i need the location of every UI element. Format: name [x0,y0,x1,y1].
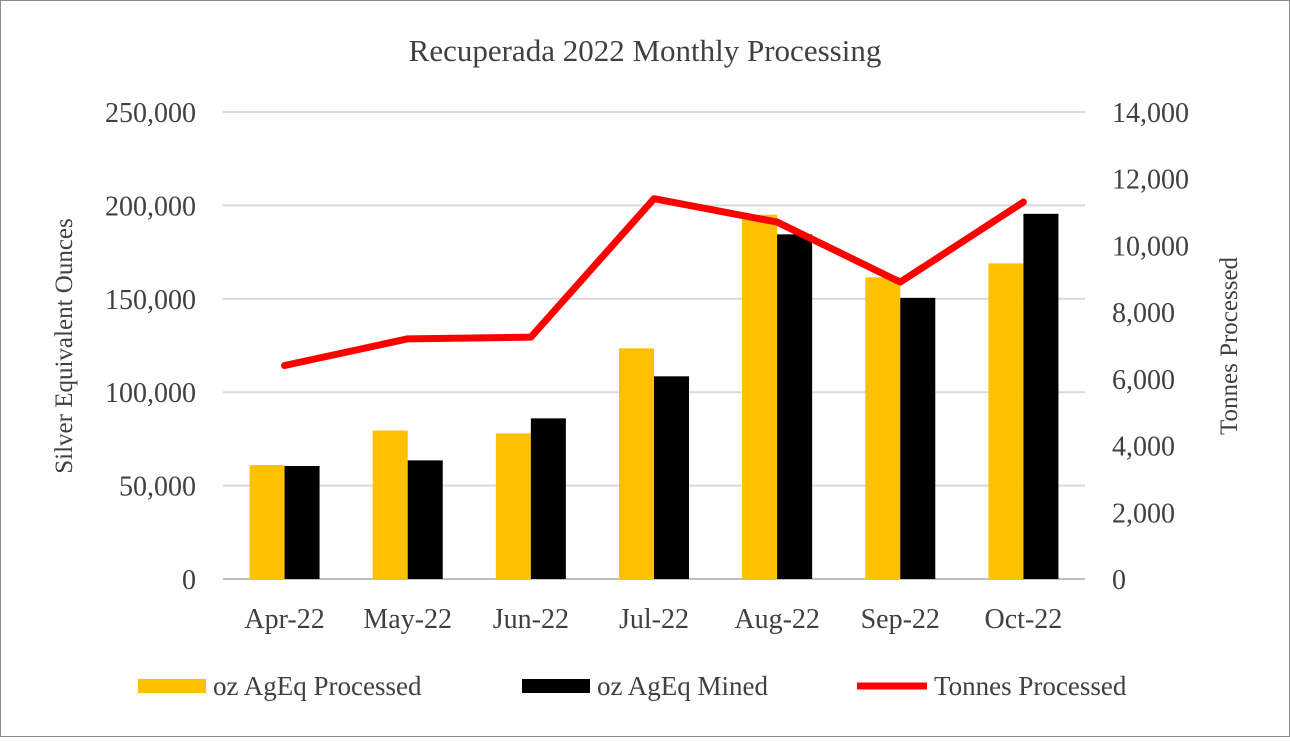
x-tick-label: Sep-22 [861,604,940,635]
bar-processed [742,214,778,580]
y-tick-label: 0 [182,565,196,596]
y2-tick-label: 14,000 [1112,98,1189,129]
line-layer [281,195,1027,370]
y2-axis-ticks: 0 2,000 4,000 6,000 8,000 10,000 12,000 14,000 [1112,98,1189,596]
y2-tick-label: 12,000 [1112,165,1189,196]
bar-mined [284,465,320,579]
y2-tick-label: 6,000 [1112,365,1175,396]
legend-swatch [138,679,206,693]
bar-mined [530,418,566,579]
y-axis-title: Silver Equivalent Ounces [51,218,78,474]
x-tick-label: Jul-22 [619,604,689,635]
legend-label: oz AgEq Mined [597,671,768,701]
bar-mined [900,297,936,579]
y2-tick-label: 8,000 [1112,298,1175,329]
y2-tick-label: 2,000 [1112,498,1175,529]
bar-processed [865,277,901,579]
x-tick-label: Oct-22 [985,604,1063,635]
bar-processed [619,348,654,579]
legend-label: oz AgEq Processed [213,671,422,701]
y2-tick-label: 10,000 [1112,231,1189,262]
legend: oz AgEq Processed oz AgEq Mined Tonnes Pro… [138,671,1127,701]
x-tick-label: May-22 [363,604,452,635]
bar-processed [988,263,1024,579]
y-tick-label: 200,000 [105,191,196,222]
y-tick-label: 100,000 [105,378,196,409]
bar-mined [654,376,689,579]
chart-title: Recuperada 2022 Monthly Processing [409,33,882,68]
x-tick-label: Aug-22 [734,604,820,635]
legend-swatch [522,679,590,693]
y-tick-label: 50,000 [119,472,196,503]
x-tick-label: Apr-22 [244,604,324,635]
bar-processed [372,430,408,579]
x-tick-label: Jun-22 [493,604,569,635]
legend-label: Tonnes Processed [934,671,1127,701]
bars [249,213,1059,580]
y2-tick-label: 4,000 [1112,432,1175,463]
y2-tick-label: 0 [1112,565,1126,596]
y-axis-ticks: 0 50,000 100,000 150,000 200,000 250,000 [105,98,196,596]
bar-processed [249,465,285,579]
bar-processed [495,433,531,579]
y-tick-label: 250,000 [105,98,196,129]
y2-axis-title: Tonnes Processed [1216,256,1243,435]
bar-mined [407,460,443,579]
tonnes-processed-line [281,195,1027,370]
bar-mined [777,234,813,579]
y-tick-label: 150,000 [105,285,196,316]
bar-mined [1023,213,1059,579]
x-axis-ticks: Apr-22 May-22 Jun-22 Jul-22 Aug-22 Sep-22 Oct-… [244,604,1062,635]
